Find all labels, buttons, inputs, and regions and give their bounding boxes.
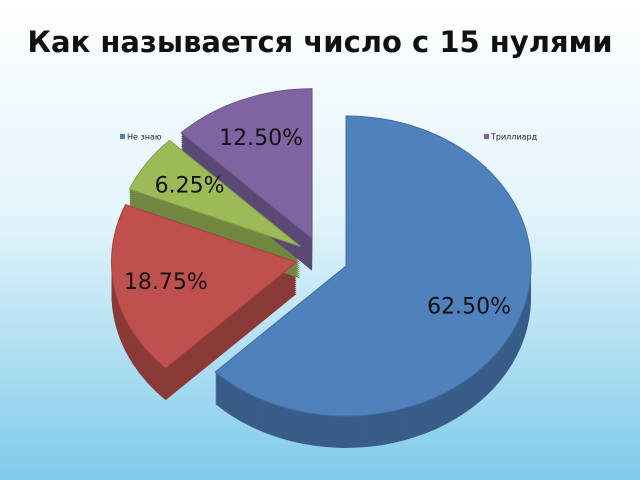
legend-swatch <box>120 134 125 139</box>
data-label: 12.50% <box>219 126 303 151</box>
legend-swatch <box>484 134 489 139</box>
data-label: 18.75% <box>124 270 208 295</box>
pie-slice <box>214 115 532 417</box>
data-label: 62.50% <box>427 294 511 319</box>
pie-slice <box>180 88 313 240</box>
legend-label: Триллиард <box>490 133 538 142</box>
pie-slice <box>111 204 298 369</box>
data-label: 6.25% <box>155 173 225 198</box>
pie-slice <box>128 139 301 247</box>
chart-title: Как называется число с 15 нулями <box>27 25 612 59</box>
legend-label: Не знаю <box>127 133 162 142</box>
